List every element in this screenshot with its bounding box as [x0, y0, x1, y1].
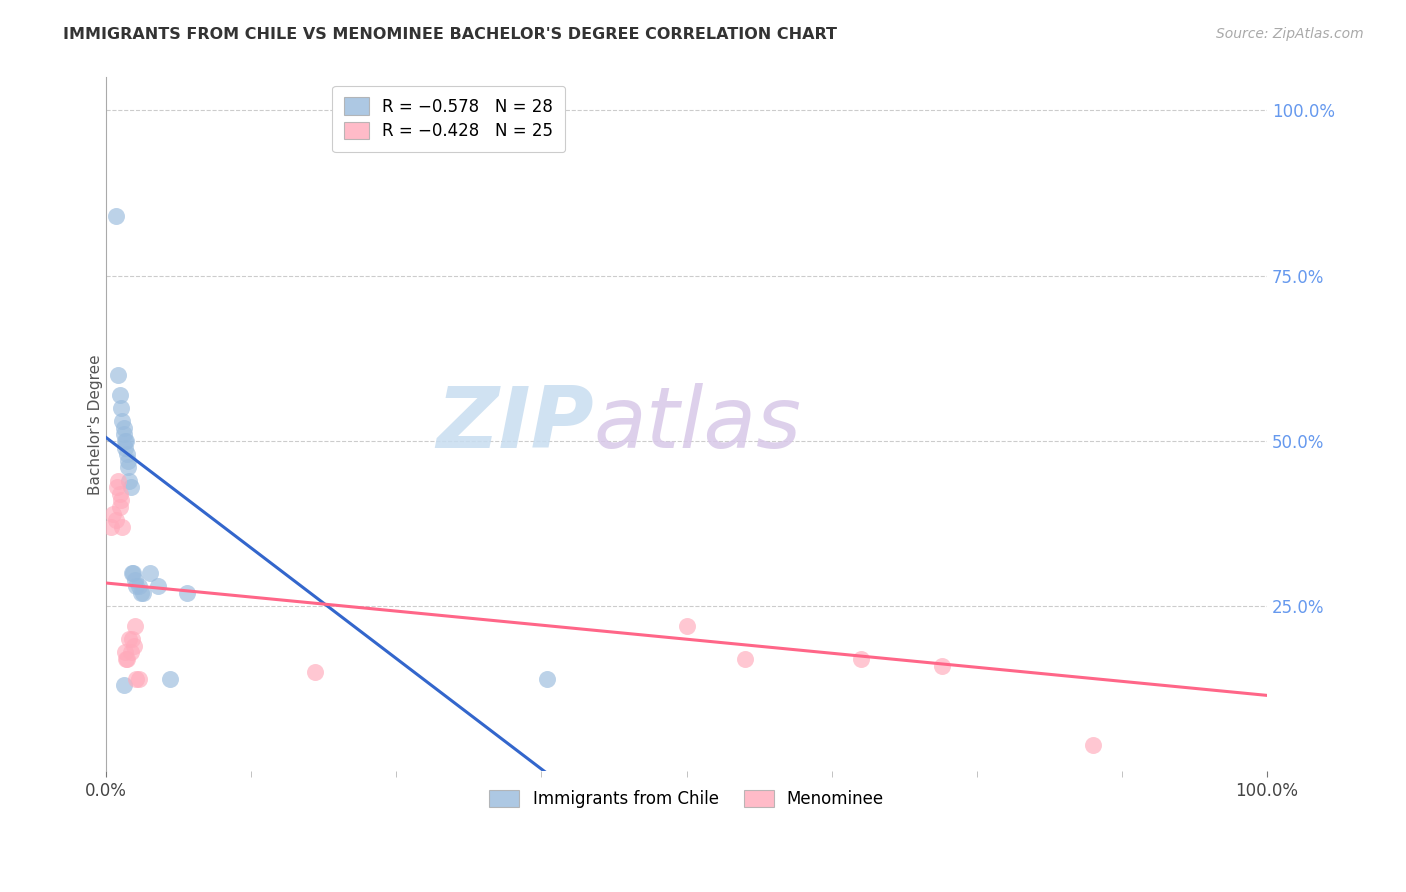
Point [849, 652, 872, 666]
Point [107, 474, 129, 488]
Point [100, 520, 122, 534]
Point [117, 460, 139, 475]
Point [304, 665, 326, 680]
Point [148, 579, 170, 593]
Point [122, 566, 145, 581]
Point [118, 632, 141, 647]
Point [159, 672, 181, 686]
Point [124, 619, 146, 633]
Point [120, 480, 142, 494]
Point [121, 632, 143, 647]
Text: ZIP: ZIP [436, 383, 593, 466]
Point [104, 513, 127, 527]
Point [121, 566, 143, 581]
Point [112, 421, 135, 435]
Point [125, 579, 148, 593]
Point [118, 474, 141, 488]
Point [112, 678, 135, 692]
Point [108, 387, 131, 401]
Point [117, 454, 139, 468]
Point [114, 434, 136, 448]
Point [176, 586, 198, 600]
Point [114, 441, 136, 455]
Point [111, 414, 134, 428]
Point [139, 566, 162, 581]
Point [115, 447, 138, 461]
Point [128, 672, 150, 686]
Point [115, 652, 138, 666]
Y-axis label: Bachelor's Degree: Bachelor's Degree [87, 354, 103, 495]
Point [125, 672, 148, 686]
Point [122, 639, 145, 653]
Point [108, 487, 131, 501]
Point [115, 652, 138, 666]
Point [107, 368, 129, 382]
Point [110, 493, 132, 508]
Point [104, 209, 127, 223]
Point [1081, 738, 1104, 752]
Point [114, 645, 136, 659]
Point [108, 500, 131, 514]
Point [675, 619, 697, 633]
Point [112, 427, 135, 442]
Point [734, 652, 756, 666]
Text: atlas: atlas [593, 383, 801, 466]
Legend: Immigrants from Chile, Menominee: Immigrants from Chile, Menominee [482, 783, 890, 815]
Point [110, 401, 132, 415]
Point [103, 507, 125, 521]
Point [111, 520, 134, 534]
Point [931, 658, 953, 673]
Text: IMMIGRANTS FROM CHILE VS MENOMINEE BACHELOR'S DEGREE CORRELATION CHART: IMMIGRANTS FROM CHILE VS MENOMINEE BACHE… [63, 27, 837, 42]
Point [129, 586, 152, 600]
Point [128, 579, 150, 593]
Point [115, 434, 138, 448]
Point [132, 586, 155, 600]
Text: Source: ZipAtlas.com: Source: ZipAtlas.com [1216, 27, 1364, 41]
Point [124, 573, 146, 587]
Point [120, 645, 142, 659]
Point [536, 672, 558, 686]
Point [105, 480, 128, 494]
